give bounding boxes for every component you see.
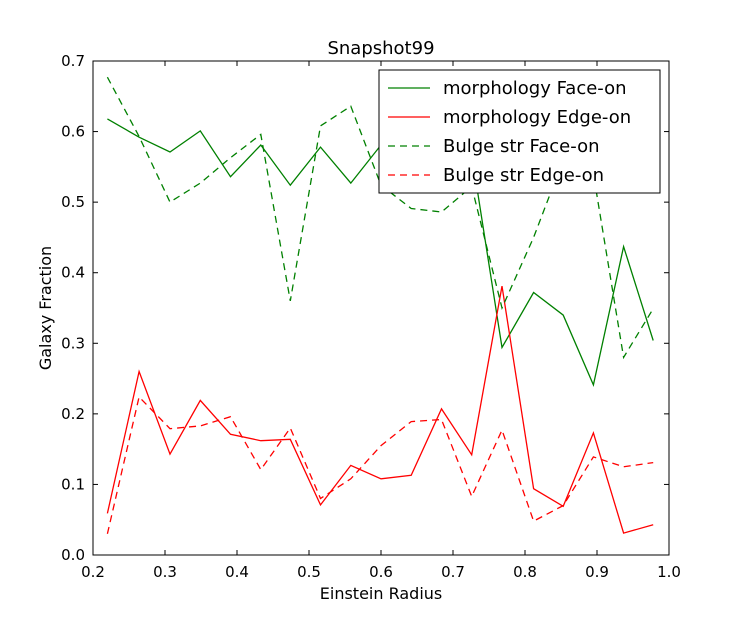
legend-box (378, 69, 661, 194)
x-tick-label: 0.5 (297, 563, 321, 581)
legend-label: Bulge str Edge-on (443, 165, 604, 186)
legend-label: morphology Edge-on (443, 107, 631, 128)
y-tick-label: 0.4 (61, 264, 85, 282)
y-axis-label: Galaxy Fraction (36, 246, 55, 370)
legend-label: morphology Face-on (443, 78, 627, 99)
x-tick-label: 0.2 (81, 563, 105, 581)
x-tick-label: 0.4 (225, 563, 249, 581)
x-tick-label: 0.8 (513, 563, 537, 581)
y-tick-label: 0.5 (61, 193, 85, 211)
y-tick-label: 0.6 (61, 123, 85, 141)
x-tick-label: 1.0 (657, 563, 681, 581)
y-tick-label: 0.7 (61, 52, 85, 70)
plot-frame (92, 60, 670, 556)
x-tick-label: 0.3 (153, 563, 177, 581)
chart-title: Snapshot99 (327, 38, 434, 59)
y-tick-label: 0.2 (61, 405, 85, 423)
y-tick-label: 0.3 (61, 334, 85, 352)
x-axis-label: Einstein Radius (320, 584, 442, 603)
x-tick-label: 0.9 (585, 563, 609, 581)
legend: morphology Face-on morphology Edge-on Bulg… (378, 69, 661, 194)
x-tick-label: 0.6 (369, 563, 393, 581)
x-tick-label: 0.7 (441, 563, 465, 581)
y-tick-label: 0.1 (61, 475, 85, 493)
tick-layer: 0.2 0.3 0.4 0.5 0.6 0.7 0.8 0.9 1.0 0.0 0.1 0.2 0.3 0… (61, 52, 681, 581)
legend-label: Bulge str Face-on (443, 136, 600, 157)
y-tick-label: 0.0 (61, 546, 85, 564)
series-line-4 (106, 395, 654, 534)
